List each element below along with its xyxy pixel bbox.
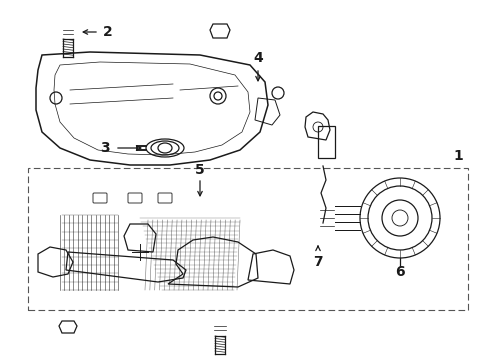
Text: 2: 2 (103, 25, 113, 39)
Text: 4: 4 (253, 51, 263, 65)
Text: 3: 3 (100, 141, 110, 155)
Text: 7: 7 (313, 255, 323, 269)
Text: 6: 6 (395, 265, 405, 279)
Bar (28, 168, 468, 310)
Text: 1: 1 (453, 149, 463, 163)
Text: 5: 5 (195, 163, 205, 177)
